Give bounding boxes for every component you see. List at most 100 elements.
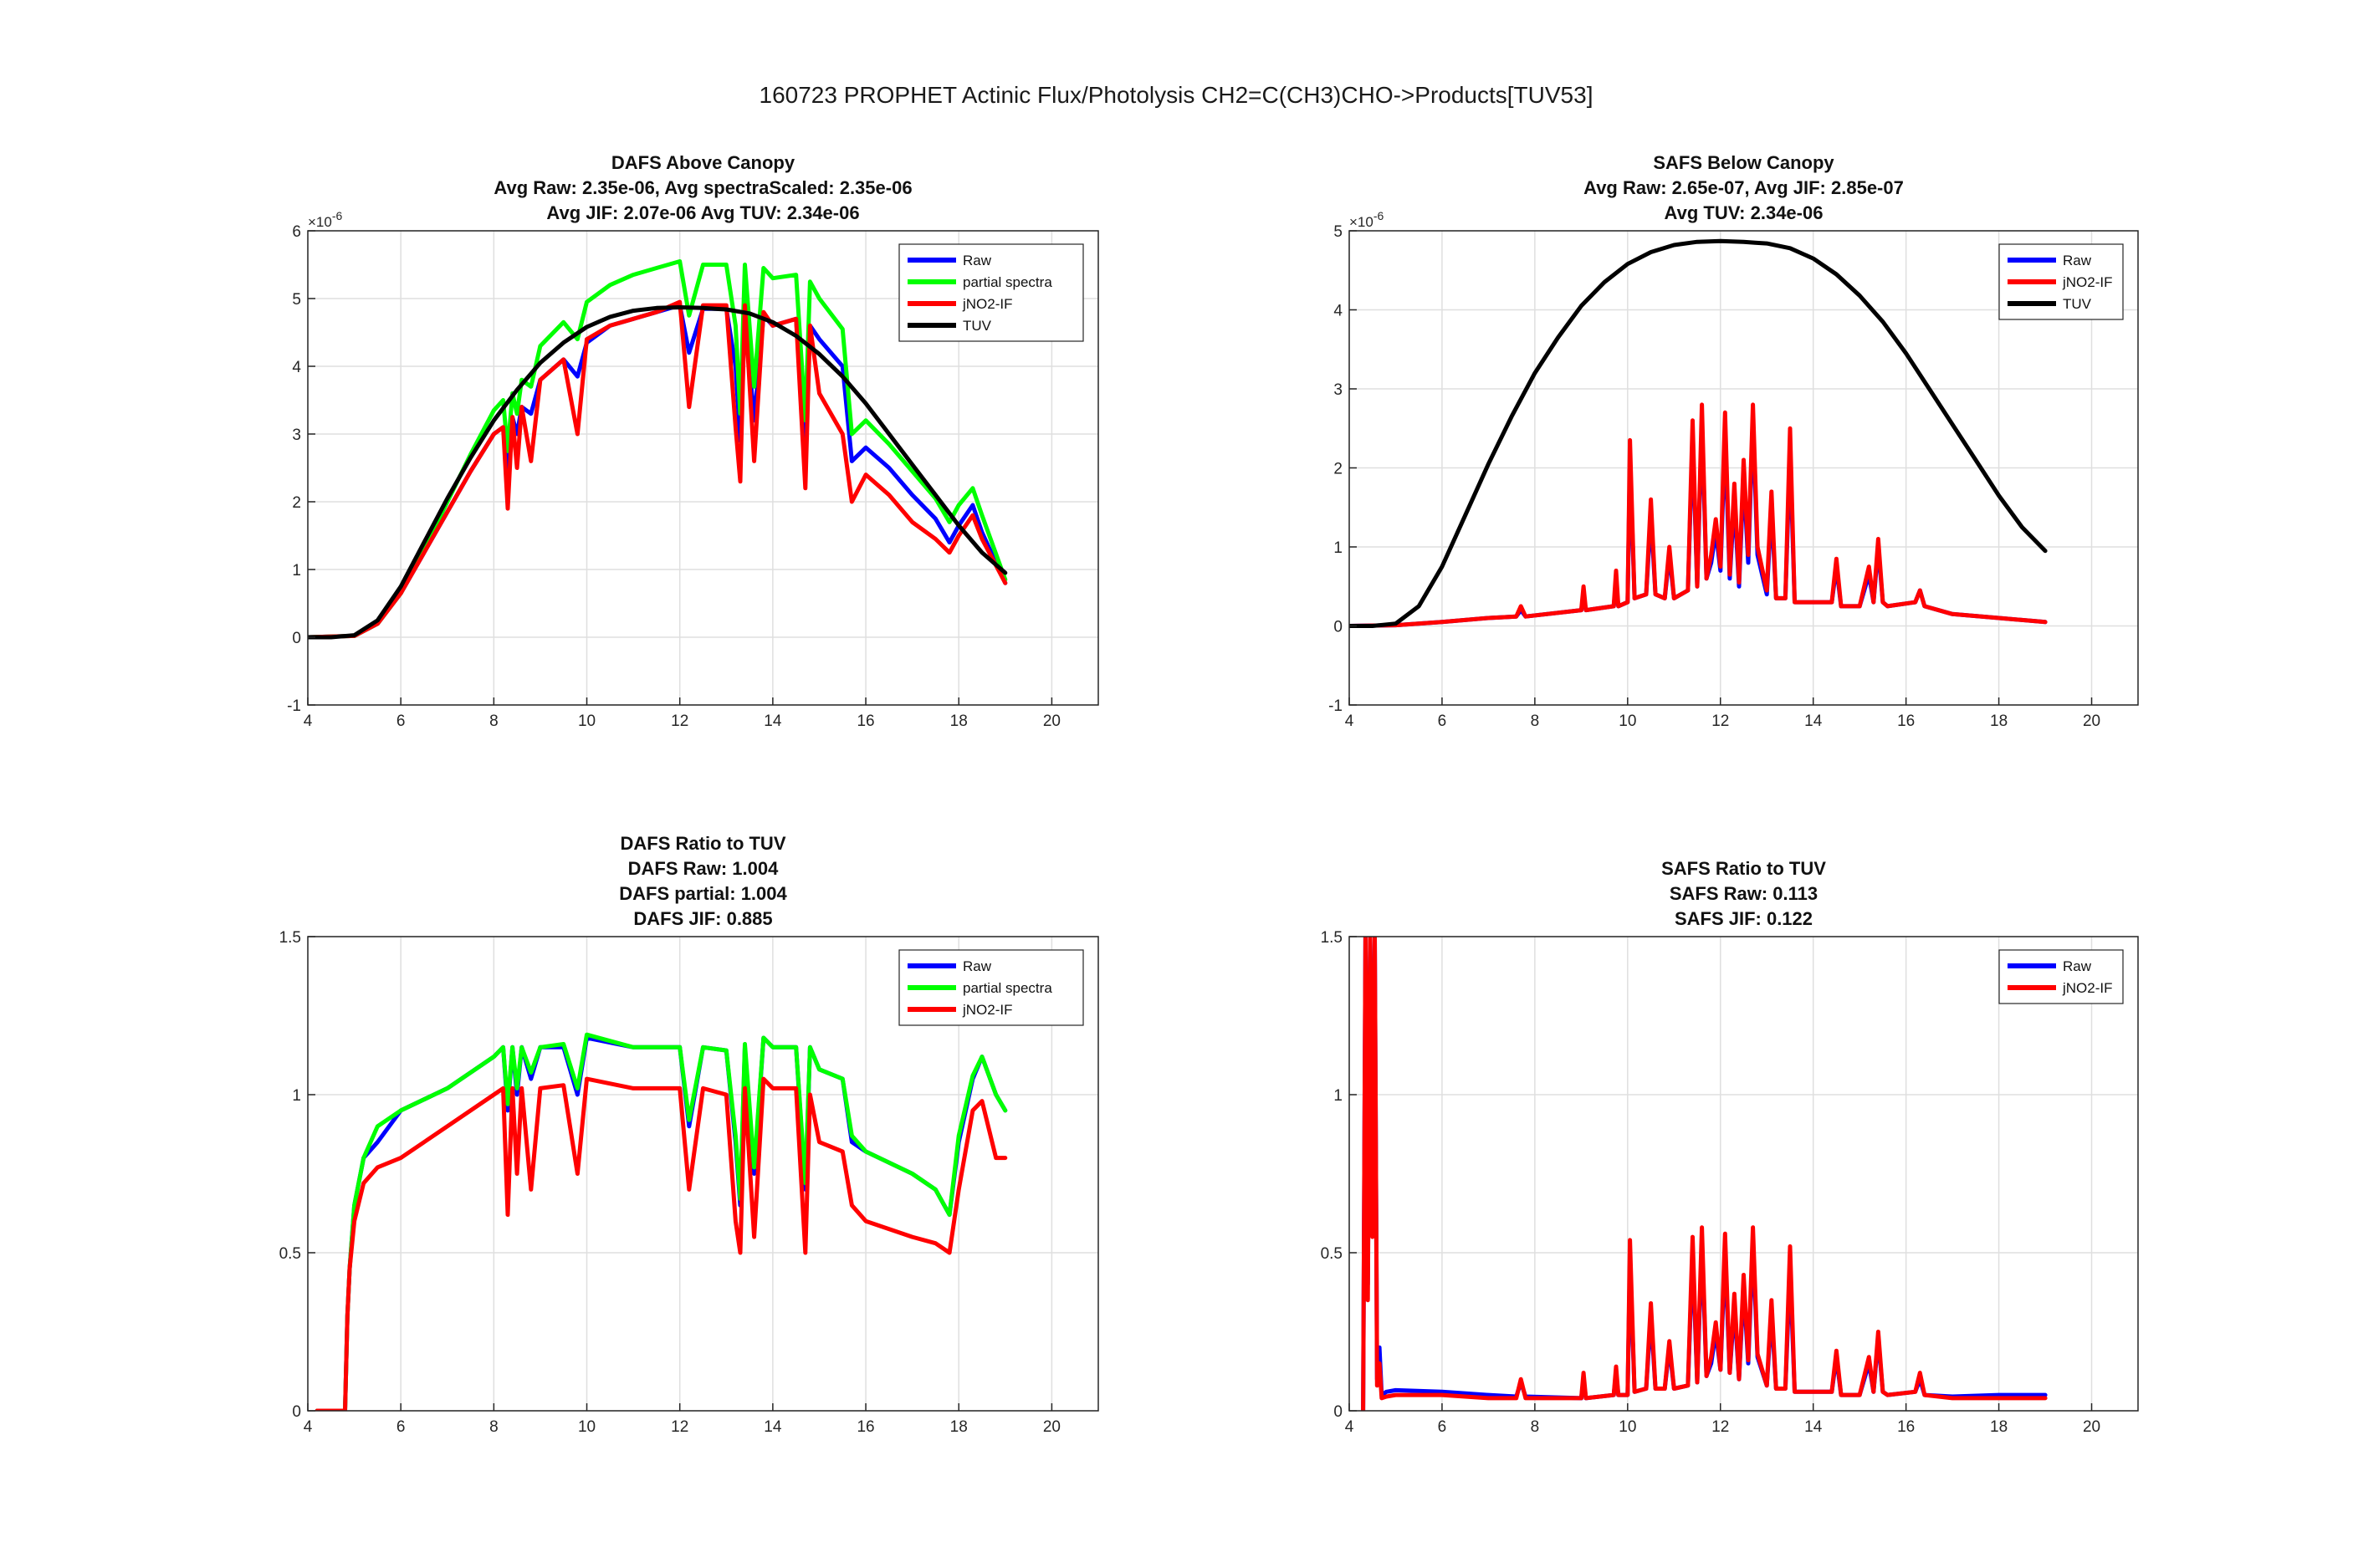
x-tick-label: 6 [396,1418,406,1436]
x-tick-label: 20 [1043,712,1061,730]
panel-title-line: Avg JIF: 2.07e-06 Avg TUV: 2.34e-06 [546,202,859,223]
legend-entry: TUV [2063,296,2092,312]
x-tick-label: 18 [1990,1418,2008,1436]
x-tick-label: 10 [1619,712,1636,730]
y-exponent-label: ×10-6 [308,209,343,230]
x-tick-label: 8 [489,1418,499,1436]
panel-title-line: DAFS JIF: 0.885 [633,908,772,929]
y-tick-label: -1 [287,697,301,715]
x-tick-label: 14 [764,1418,782,1436]
x-tick-label: 10 [578,1418,596,1436]
y-tick-label: 1 [1333,539,1343,557]
series-line-partial-spectra [315,1032,1008,1411]
y-tick-label: 6 [292,223,301,241]
x-tick-label: 20 [2083,712,2100,730]
y-tick-label: 1 [1333,1087,1343,1105]
y-tick-label: 2 [292,494,301,512]
x-tick-label: 16 [1897,712,1915,730]
y-tick-label: 1 [292,1087,301,1105]
panel-bottom-left: 4 6 8 10 12 14 16 18 20 0 0.5 1 1.5 DAFS Ratio to TUV… [279,833,1099,1436]
legend-entry: Raw [963,958,992,974]
panel-title-line: DAFS Above Canopy [611,152,795,173]
series-group [315,1032,1008,1411]
x-tick-label: 12 [671,712,688,730]
x-tick-label: 14 [1804,1418,1823,1436]
x-tick-label: 12 [1711,1418,1729,1436]
x-tick-label: 12 [671,1418,688,1436]
legend-entry: jNO2-IF [2062,274,2113,290]
y-tick-label: 1.5 [279,929,301,947]
legend-entry: partial spectra [963,980,1052,996]
series-group [1361,937,2048,1411]
y-tick-label: -1 [1328,697,1343,715]
legend-box [1998,949,2124,1004]
x-tick-label: 4 [1345,712,1354,730]
panel-title-line: SAFS JIF: 0.122 [1675,908,1813,929]
figure-title: 160723 PROPHET Actinic Flux/Photolysis C… [760,82,1593,108]
x-tick-label: 8 [1531,1418,1540,1436]
y-tick-label: 3 [292,426,301,444]
x-tick-label: 6 [1438,1418,1447,1436]
legend-entry: TUV [963,318,992,334]
legend: Raw partial spectra jNO2-IF TUV [898,243,1084,342]
axes-frame [307,230,1099,706]
y-exponent-label: ×10-6 [1349,209,1384,230]
legend-entry: jNO2-IF [962,296,1013,312]
x-tick-label: 18 [950,712,968,730]
x-tick-label: 20 [1043,1418,1061,1436]
legend-entry: jNO2-IF [962,1002,1013,1018]
y-tick-label: 1.5 [1321,929,1343,947]
legend-entry: partial spectra [963,274,1052,290]
x-tick-label: 4 [1345,1418,1354,1436]
y-tick-label: 4 [1333,303,1343,320]
x-tick-label: 16 [857,712,874,730]
panel-title-line: DAFS Raw: 1.004 [628,858,779,879]
series-line-jno2-if [1349,402,2048,628]
series-line-raw [308,303,1008,640]
y-tick-label: 2 [1333,461,1343,478]
x-tick-label: 10 [578,712,596,730]
x-tick-label: 4 [304,1418,313,1436]
panel-title-line: Avg Raw: 2.35e-06, Avg spectraScaled: 2.… [494,177,912,198]
axes-frame [307,936,1099,1412]
x-tick-label: 12 [1711,712,1729,730]
x-tick-label: 6 [396,712,406,730]
legend: Raw jNO2-IF [1998,949,2124,1004]
panel-title-line: DAFS Ratio to TUV [621,833,786,854]
y-tick-label: 0 [292,630,301,647]
x-tick-label: 18 [950,1418,968,1436]
x-tick-label: 8 [489,712,499,730]
panel-title-line: Avg Raw: 2.65e-07, Avg JIF: 2.85e-07 [1583,177,1904,198]
legend-entry: Raw [2063,958,2092,974]
y-tick-label: 0 [1333,1403,1343,1421]
y-tick-label: 0 [1333,619,1343,636]
series-line-jno2-if [1361,937,2048,1411]
legend: Raw jNO2-IF TUV [1998,243,2124,320]
series-line-raw [315,1035,1008,1411]
x-tick-label: 20 [2083,1418,2100,1436]
series-line-tuv [1349,238,2048,628]
legend-entry: jNO2-IF [2062,980,2113,996]
series-line-jno2-if [308,299,1008,640]
panel-title-line: SAFS Raw: 0.113 [1670,883,1818,904]
series-line-tuv [308,305,1008,640]
y-tick-label: 5 [292,291,301,309]
x-tick-label: 6 [1438,712,1447,730]
y-tick-label: 4 [292,359,301,376]
panel-title-line: SAFS Below Canopy [1653,152,1834,173]
panel-title-line: Avg TUV: 2.34e-06 [1665,202,1824,223]
panel-title-line: SAFS Ratio to TUV [1661,858,1826,879]
x-tick-label: 8 [1531,712,1540,730]
y-tick-label: 0.5 [1321,1245,1343,1263]
y-tick-label: 5 [1333,223,1343,241]
legend-entry: Raw [963,253,992,268]
x-tick-label: 14 [764,712,782,730]
panel-bottom-right: 4 6 8 10 12 14 16 18 20 0 0.5 1 1.5 SAFS Ratio to TUV… [1321,858,2139,1436]
x-tick-label: 16 [1897,1418,1915,1436]
panel-title-line: DAFS partial: 1.004 [619,883,787,904]
x-tick-label: 14 [1804,712,1823,730]
y-tick-label: 0.5 [279,1245,301,1263]
